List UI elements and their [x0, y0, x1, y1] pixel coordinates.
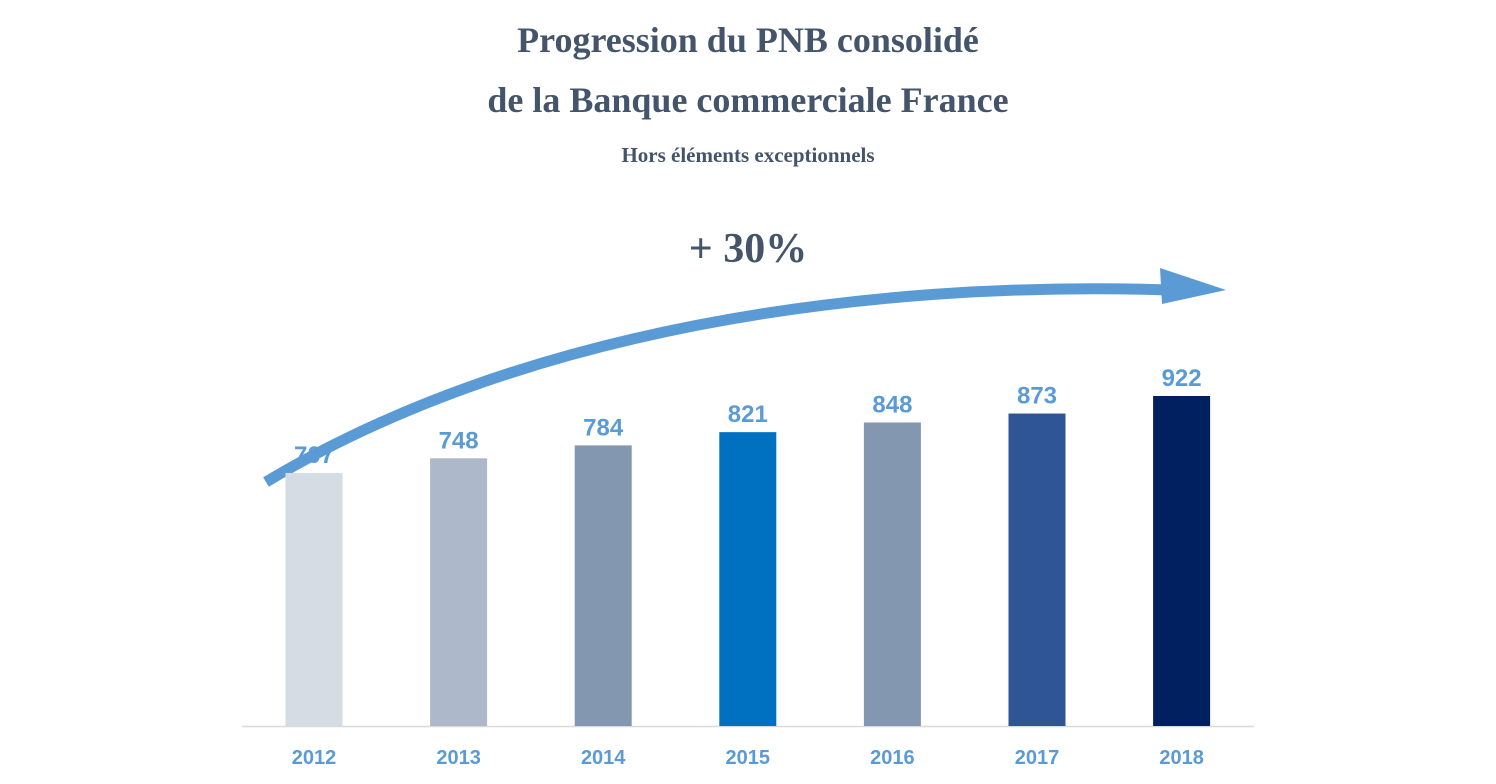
growth-arrow-head — [1160, 268, 1226, 304]
category-label-2014: 2014 — [581, 747, 626, 769]
bar-2013 — [430, 458, 488, 726]
category-label-2015: 2015 — [726, 747, 771, 769]
chart-subtitle: Hors éléments exceptionnels — [621, 143, 875, 167]
data-label-2014: 784 — [583, 414, 624, 441]
data-label-2016: 848 — [872, 391, 912, 418]
data-label-2013: 748 — [439, 427, 479, 454]
bar-2014 — [574, 445, 632, 726]
data-label-2015: 821 — [728, 401, 768, 428]
data-label-2017: 873 — [1017, 383, 1057, 410]
bar-2016 — [863, 422, 921, 726]
category-label-2012: 2012 — [292, 747, 337, 769]
category-label-2013: 2013 — [436, 747, 481, 769]
data-label-2018: 922 — [1162, 365, 1202, 392]
growth-annotation: + 30% — [689, 226, 807, 272]
category-label-2017: 2017 — [1015, 747, 1060, 769]
category-label-2018: 2018 — [1159, 747, 1204, 769]
bar-2017 — [1008, 413, 1066, 726]
category-label-2016: 2016 — [870, 747, 915, 769]
growth-arrow — [263, 283, 1171, 487]
bar-2015 — [719, 432, 777, 726]
chart-title-line-2: de la Banque commerciale France — [487, 80, 1009, 120]
chart-title-line-1: Progression du PNB consolidé — [517, 20, 979, 60]
data-label-2012: 707 — [294, 442, 334, 469]
bar-2018 — [1153, 396, 1211, 726]
bars-group: 707 2012 748 2013 784 2014 821 2015 848 2016 873 20… — [285, 365, 1211, 769]
bar-2012 — [285, 472, 343, 726]
